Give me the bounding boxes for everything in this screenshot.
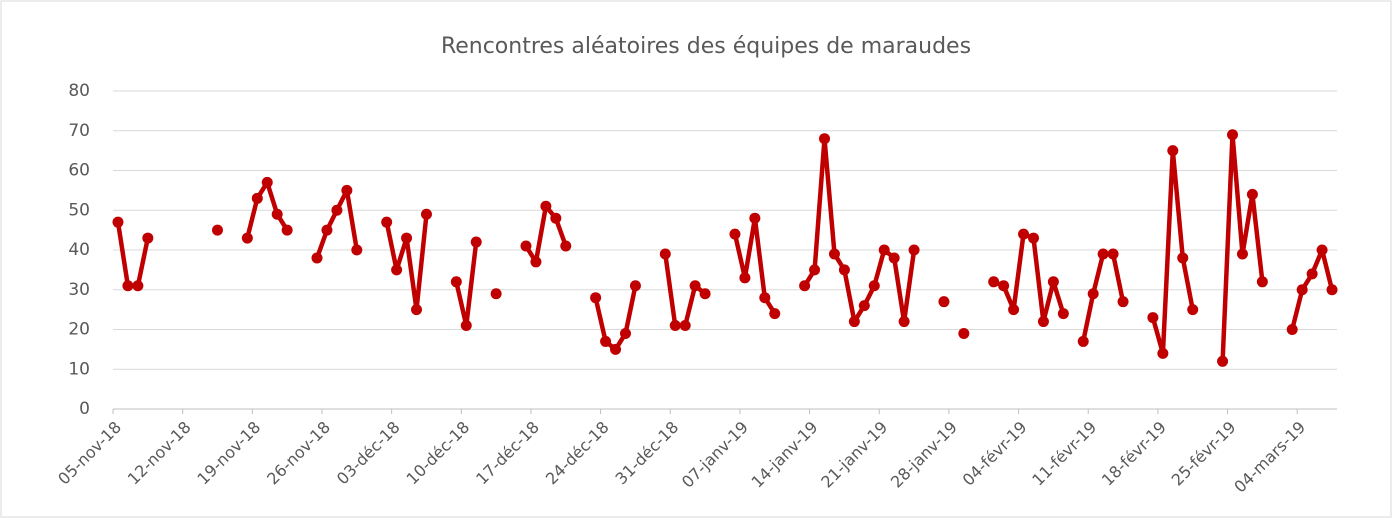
marker [540,200,552,212]
marker [1296,284,1308,296]
marker [281,224,293,236]
marker [898,316,910,328]
marker [331,204,343,216]
marker [351,244,363,256]
marker [729,228,741,240]
marker [938,296,950,308]
marker [490,288,502,300]
marker [610,343,622,355]
marker [659,248,671,260]
marker [699,288,711,300]
marker [530,256,542,268]
marker [799,280,811,292]
marker [868,280,880,292]
marker [679,320,691,332]
marker [401,232,413,244]
marker [1087,288,1099,300]
marker [251,192,263,204]
marker [1147,312,1159,324]
marker [600,335,612,347]
marker [142,232,154,244]
y-tick-label: 50 [68,200,90,220]
marker [1227,129,1239,141]
marker [689,280,701,292]
marker [819,133,831,145]
y-tick-label: 10 [68,359,90,379]
y-tick-label: 30 [68,280,90,300]
marker [420,208,432,220]
y-tick-label: 70 [68,121,90,141]
chart-title: Rencontres aléatoires des équipes de mar… [441,34,971,59]
y-tick-label: 20 [68,320,90,340]
marker [1117,296,1129,308]
marker [381,216,393,228]
marker [122,280,134,292]
marker [590,292,602,304]
marker [669,320,681,332]
marker [1326,284,1338,296]
y-tick-label: 0 [79,399,90,419]
marker [132,280,144,292]
marker [1097,248,1109,260]
y-tick-label: 80 [68,81,90,101]
marker [1077,335,1089,347]
marker [958,327,970,339]
marker [271,208,283,220]
marker [1187,304,1199,316]
marker [391,264,403,276]
marker [1107,248,1119,260]
marker [1306,268,1318,280]
marker [769,308,781,320]
marker [988,276,1000,288]
marker [460,320,472,332]
marker [1236,248,1248,260]
marker [828,248,840,260]
marker [739,272,751,284]
marker [341,184,353,196]
marker [450,276,462,288]
marker [1217,355,1229,367]
marker [550,212,562,224]
marker [1316,244,1328,256]
marker [759,292,771,304]
marker [1027,232,1039,244]
marker [1018,228,1030,240]
marker [629,280,641,292]
marker [888,252,900,264]
marker [848,316,860,328]
marker [1286,324,1298,335]
marker [261,176,273,188]
marker [908,244,920,256]
marker [520,240,532,252]
marker [1157,347,1169,359]
marker [241,232,253,244]
marker [998,280,1010,292]
marker [560,240,572,252]
marker [1256,276,1268,288]
marker [1057,308,1069,320]
marker [1246,188,1258,200]
marker [311,252,323,264]
y-tick-label: 60 [68,161,90,181]
marker [838,264,850,276]
marker [619,327,631,339]
marker [749,212,761,224]
marker [858,300,870,312]
marker [1037,316,1049,328]
marker [1008,304,1020,316]
marker [809,264,821,276]
marker [1167,145,1179,157]
marker [411,304,423,316]
marker [112,216,124,228]
marker [321,224,333,236]
y-tick-label: 40 [68,240,90,260]
marker [211,224,223,236]
marker [878,244,890,256]
marker [1177,252,1189,264]
marker [470,236,482,248]
marker [1047,276,1059,288]
